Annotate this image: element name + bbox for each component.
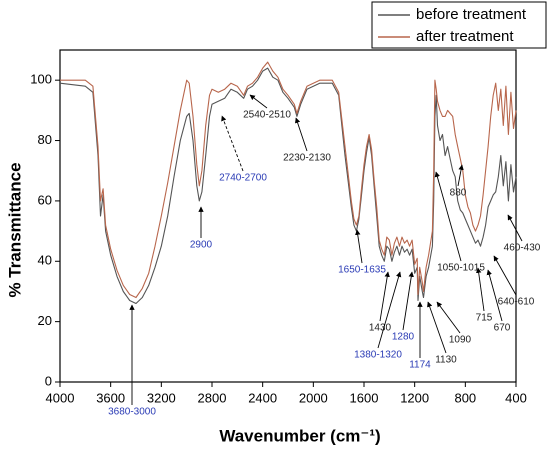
annotation-label: 1050-1015	[437, 263, 485, 274]
x-tick-label: 800	[454, 390, 476, 405]
annotation-arrow	[507, 214, 523, 242]
x-tick-label: 3200	[147, 390, 176, 405]
y-tick-label: 20	[38, 313, 52, 328]
annotation-arrow	[221, 115, 244, 172]
annotation-arrow	[294, 117, 308, 152]
annotation-label: 880	[450, 188, 467, 199]
legend-label: after treatment	[416, 28, 514, 45]
annotation-label: 1380-1320	[354, 350, 402, 361]
annotation-arrow	[486, 269, 503, 322]
x-axis-label: Wavenumber (cm⁻¹)	[219, 426, 380, 445]
y-tick-label: 100	[30, 72, 52, 87]
y-tick-label: 0	[45, 373, 52, 388]
annotation-label: 1430	[369, 323, 392, 334]
annotation-label: 2900	[190, 240, 213, 251]
plot-frame	[59, 49, 517, 383]
annotation-arrow	[493, 255, 517, 296]
x-tick-label: 2000	[299, 390, 328, 405]
y-tick-label: 40	[38, 253, 52, 268]
x-tick-label: 4000	[46, 390, 75, 405]
annotation-arrow	[402, 271, 414, 331]
annotation-arrow	[377, 271, 402, 349]
x-tick-label: 2400	[248, 390, 277, 405]
legend-label: before treatment	[416, 6, 527, 23]
spectrum-line	[60, 61, 517, 299]
annotation-label: 1280	[392, 332, 415, 343]
legend-box	[371, 1, 547, 49]
annotation-label: 2230-2130	[283, 153, 331, 164]
annotation-arrow	[249, 94, 268, 109]
annotation-arrow	[475, 267, 485, 312]
annotation-arrow	[434, 171, 462, 262]
annotation-label: 670	[494, 323, 511, 334]
annotation-arrow	[427, 301, 447, 354]
x-tick-label: 400	[505, 390, 527, 405]
annotation-label: 1090	[449, 335, 472, 346]
x-tick-label: 3600	[96, 390, 125, 405]
y-axis-label: % Transmittance	[5, 162, 24, 297]
annotation-arrow	[355, 229, 363, 264]
annotation-arrow	[436, 301, 461, 334]
annotation-label: 715	[476, 313, 493, 324]
annotation-label: 1174	[409, 360, 431, 371]
x-tick-label: 2800	[198, 390, 227, 405]
annotation-label: 3680-3000	[108, 407, 156, 418]
x-tick-label: 1200	[400, 390, 429, 405]
y-tick-label: 80	[38, 132, 52, 147]
annotation-label: 1130	[435, 355, 457, 366]
annotation-arrow	[457, 164, 464, 187]
annotation-arrow	[379, 271, 390, 322]
annotation-label: 2740-2700	[219, 173, 267, 184]
annotation-label: 2540-2510	[243, 110, 291, 121]
annotation-label: 640-610	[498, 297, 535, 308]
annotation-label: 1650-1635	[338, 265, 386, 276]
annotation-label: 460-430	[504, 243, 541, 254]
y-tick-label: 60	[38, 192, 52, 207]
x-tick-label: 1600	[350, 390, 379, 405]
